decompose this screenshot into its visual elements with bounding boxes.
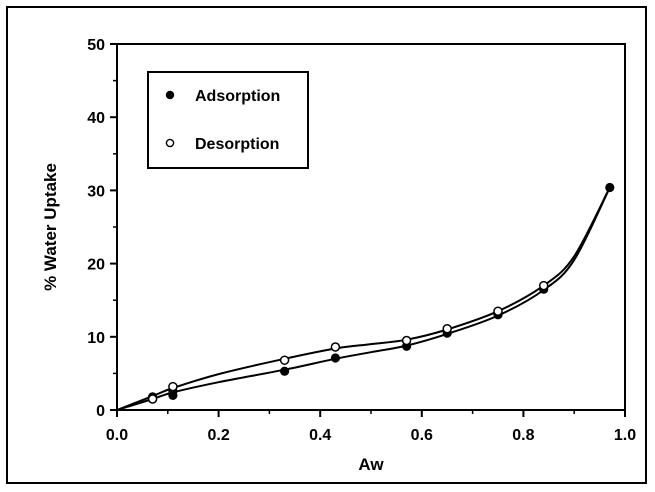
y-axis-title: % Water Uptake <box>41 163 60 291</box>
fit-curve-desorption <box>116 187 611 411</box>
x-tick-label: 0.6 <box>411 427 433 444</box>
x-axis-title: Aw <box>358 455 384 474</box>
y-tick-label: 20 <box>87 257 105 274</box>
figure-frame <box>6 6 647 484</box>
x-tick-label: 0.8 <box>512 427 534 444</box>
legend: Adsorption Desorption <box>147 71 309 169</box>
x-tick-label: 0.4 <box>309 427 331 444</box>
legend-label-desorption: Desorption <box>195 136 279 153</box>
point-adsorption <box>605 182 615 193</box>
y-tick-label: 30 <box>87 183 105 200</box>
point-desorption <box>279 355 290 365</box>
y-tick-label: 50 <box>87 37 105 54</box>
fit-curves <box>116 187 611 411</box>
axis-ticks: 0.0 0.2 0.4 0.6 0.8 1.0 0 10 20 30 40 50 <box>87 37 636 444</box>
point-desorption <box>147 394 158 404</box>
legend-box <box>147 71 309 169</box>
y-tick-label: 10 <box>87 330 105 347</box>
point-desorption <box>168 381 178 392</box>
point-adsorption <box>280 366 290 376</box>
fit-curve-adsorption <box>116 187 611 411</box>
point-desorption <box>330 342 341 352</box>
legend-marker-desorption <box>165 138 175 148</box>
y-tick-label: 40 <box>87 110 105 127</box>
point-desorption <box>442 323 452 334</box>
point-adsorption <box>330 353 340 363</box>
data-points <box>147 182 615 404</box>
y-tick-label: 0 <box>96 403 105 420</box>
x-tick-label: 0.0 <box>106 427 128 444</box>
legend-marker-adsorption <box>165 90 175 100</box>
point-desorption <box>538 280 549 291</box>
legend-label-adsorption: Adsorption <box>195 88 280 105</box>
x-tick-label: 0.2 <box>207 427 229 444</box>
point-desorption <box>401 335 412 346</box>
point-desorption <box>493 306 503 316</box>
x-tick-label: 1.0 <box>614 427 636 444</box>
